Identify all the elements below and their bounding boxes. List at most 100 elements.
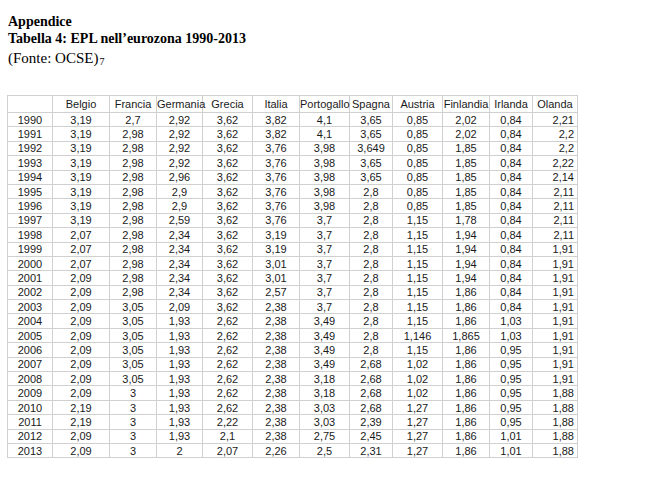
value-cell: 1,93 <box>157 314 203 328</box>
value-cell: 3,7 <box>300 228 350 242</box>
value-cell: 1,01 <box>490 443 533 457</box>
year-cell: 1990 <box>8 113 53 127</box>
value-cell: 2,5 <box>300 443 350 457</box>
column-header: Belgio <box>53 96 110 113</box>
value-cell: 0,95 <box>490 372 533 386</box>
value-cell: 1,91 <box>533 343 578 357</box>
value-cell: 0,85 <box>393 170 443 184</box>
value-cell: 3,62 <box>203 228 253 242</box>
value-cell: 3,05 <box>110 328 157 342</box>
value-cell: 0,95 <box>490 400 533 414</box>
value-cell: 2,34 <box>157 256 203 270</box>
value-cell: 0,84 <box>490 199 533 213</box>
value-cell: 3,76 <box>253 199 300 213</box>
value-cell: 2,62 <box>203 386 253 400</box>
value-cell: 3,98 <box>300 184 350 198</box>
table-row: 20082,093,051,932,622,383,182,681,021,86… <box>8 372 578 386</box>
value-cell: 1,88 <box>533 386 578 400</box>
column-header: Austria <box>393 96 443 113</box>
value-cell: 3,01 <box>253 256 300 270</box>
value-cell: 1,85 <box>443 199 490 213</box>
value-cell: 1,15 <box>393 256 443 270</box>
value-cell: 1,88 <box>533 443 578 457</box>
value-cell: 1,91 <box>533 271 578 285</box>
value-cell: 1,93 <box>157 372 203 386</box>
table-row: 19903,192,72,923,623,824,13,650,852,020,… <box>8 113 578 127</box>
column-header: Grecia <box>203 96 253 113</box>
value-cell: 2,09 <box>53 429 110 443</box>
value-cell: 3,65 <box>350 156 393 170</box>
value-cell: 3 <box>110 429 157 443</box>
value-cell: 0,85 <box>393 184 443 198</box>
value-cell: 4,1 <box>300 113 350 127</box>
value-cell: 1,86 <box>443 443 490 457</box>
table-body: 19903,192,72,923,623,824,13,650,852,020,… <box>8 113 578 458</box>
value-cell: 1,02 <box>393 357 443 371</box>
value-cell: 2,98 <box>110 271 157 285</box>
year-cell: 1997 <box>8 213 53 227</box>
value-cell: 2,92 <box>157 127 203 141</box>
value-cell: 1,88 <box>533 429 578 443</box>
table-row: 20022,092,982,343,622,573,72,81,151,860,… <box>8 285 578 299</box>
table-row: 20012,092,982,343,623,013,72,81,151,940,… <box>8 271 578 285</box>
source-text: (Fonte: OCSE) <box>8 50 98 66</box>
value-cell: 1,15 <box>393 271 443 285</box>
value-cell: 2,8 <box>350 300 393 314</box>
appendix-heading: Appendice <box>8 13 246 30</box>
value-cell: 3 <box>110 400 157 414</box>
value-cell: 2,34 <box>157 228 203 242</box>
value-cell: 2,07 <box>53 228 110 242</box>
value-cell: 1,15 <box>393 343 443 357</box>
value-cell: 3,19 <box>53 127 110 141</box>
value-cell: 2,92 <box>157 141 203 155</box>
year-cell: 1992 <box>8 141 53 155</box>
column-header: Irlanda <box>490 96 533 113</box>
value-cell: 2,2 <box>533 127 578 141</box>
value-cell: 3,65 <box>350 127 393 141</box>
value-cell: 1,93 <box>157 328 203 342</box>
header-row: BelgioFranciaGermaniaGreciaItaliaPortoga… <box>8 96 578 113</box>
value-cell: 3,62 <box>203 199 253 213</box>
value-cell: 0,95 <box>490 415 533 429</box>
value-cell: 0,84 <box>490 113 533 127</box>
value-cell: 1,88 <box>533 400 578 414</box>
value-cell: 1,93 <box>157 343 203 357</box>
value-cell: 2,98 <box>110 285 157 299</box>
year-cell: 2008 <box>8 372 53 386</box>
value-cell: 0,84 <box>490 141 533 155</box>
value-cell: 3,7 <box>300 256 350 270</box>
value-cell: 3 <box>110 415 157 429</box>
value-cell: 1,02 <box>393 372 443 386</box>
value-cell: 0,95 <box>490 343 533 357</box>
value-cell: 2,62 <box>203 328 253 342</box>
value-cell: 3,03 <box>300 400 350 414</box>
value-cell: 2,98 <box>110 242 157 256</box>
value-cell: 1,93 <box>157 357 203 371</box>
table-row: 19933,192,982,923,623,763,983,650,851,85… <box>8 156 578 170</box>
table-row: 19982,072,982,343,623,193,72,81,151,940,… <box>8 228 578 242</box>
value-cell: 1,86 <box>443 429 490 443</box>
year-cell: 1998 <box>8 228 53 242</box>
value-cell: 1,91 <box>533 242 578 256</box>
value-cell: 2,26 <box>253 443 300 457</box>
value-cell: 1,85 <box>443 170 490 184</box>
value-cell: 1,15 <box>393 213 443 227</box>
value-cell: 2,09 <box>157 300 203 314</box>
value-cell: 1,27 <box>393 429 443 443</box>
value-cell: 2,8 <box>350 199 393 213</box>
value-cell: 2,02 <box>443 113 490 127</box>
value-cell: 3,76 <box>253 170 300 184</box>
value-cell: 3 <box>110 386 157 400</box>
value-cell: 1,27 <box>393 443 443 457</box>
column-header: Germania <box>157 96 203 113</box>
value-cell: 0,95 <box>490 386 533 400</box>
value-cell: 2,09 <box>53 357 110 371</box>
value-cell: 2,8 <box>350 256 393 270</box>
year-cell: 1995 <box>8 184 53 198</box>
value-cell: 1,91 <box>533 314 578 328</box>
value-cell: 2,09 <box>53 343 110 357</box>
value-cell: 2,8 <box>350 343 393 357</box>
year-cell: 2005 <box>8 328 53 342</box>
column-header: Italia <box>253 96 300 113</box>
value-cell: 2,09 <box>53 443 110 457</box>
